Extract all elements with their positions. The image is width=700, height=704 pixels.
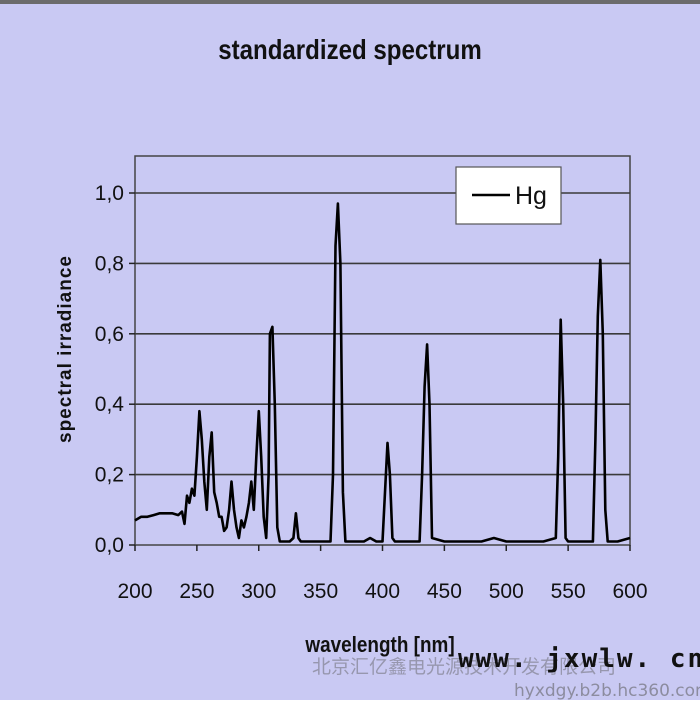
x-tick-label: 400 xyxy=(365,580,400,603)
chart-title: standardized spectrum xyxy=(218,34,482,65)
y-tick-label: 0,2 xyxy=(95,464,124,487)
y-tick-label: 0,6 xyxy=(95,323,124,346)
x-tick-label: 600 xyxy=(612,580,647,603)
x-tick-label: 250 xyxy=(179,580,214,603)
watermark-url: www. jxwlw. cn xyxy=(458,644,700,674)
watermark-site: hyxdgy.b2b.hc360.com xyxy=(514,681,700,701)
watermark-company: 北京汇亿鑫电光源技术开发有限公司 xyxy=(312,656,617,678)
x-tick-label: 200 xyxy=(117,580,152,603)
x-tick-label: 350 xyxy=(303,580,338,603)
y-tick-label: 0,4 xyxy=(95,393,125,416)
x-tick-label: 550 xyxy=(551,580,586,603)
x-tick-label: 500 xyxy=(489,580,524,603)
y-tick-label: 0,0 xyxy=(95,534,124,557)
x-tick-label: 300 xyxy=(241,580,276,603)
y-tick-label: 0,8 xyxy=(95,252,124,275)
series-line-hg xyxy=(134,202,631,543)
x-axis-label: wavelength [nm] xyxy=(305,632,455,657)
x-tick-label: 450 xyxy=(427,580,462,603)
y-tick-label: 1,0 xyxy=(95,182,124,205)
chart-svg: 0,0 0,2 0,4 0,6 0,8 1,0 200 250 300 350 400 450 500 5… xyxy=(95,155,648,603)
legend-label: Hg xyxy=(515,182,547,210)
